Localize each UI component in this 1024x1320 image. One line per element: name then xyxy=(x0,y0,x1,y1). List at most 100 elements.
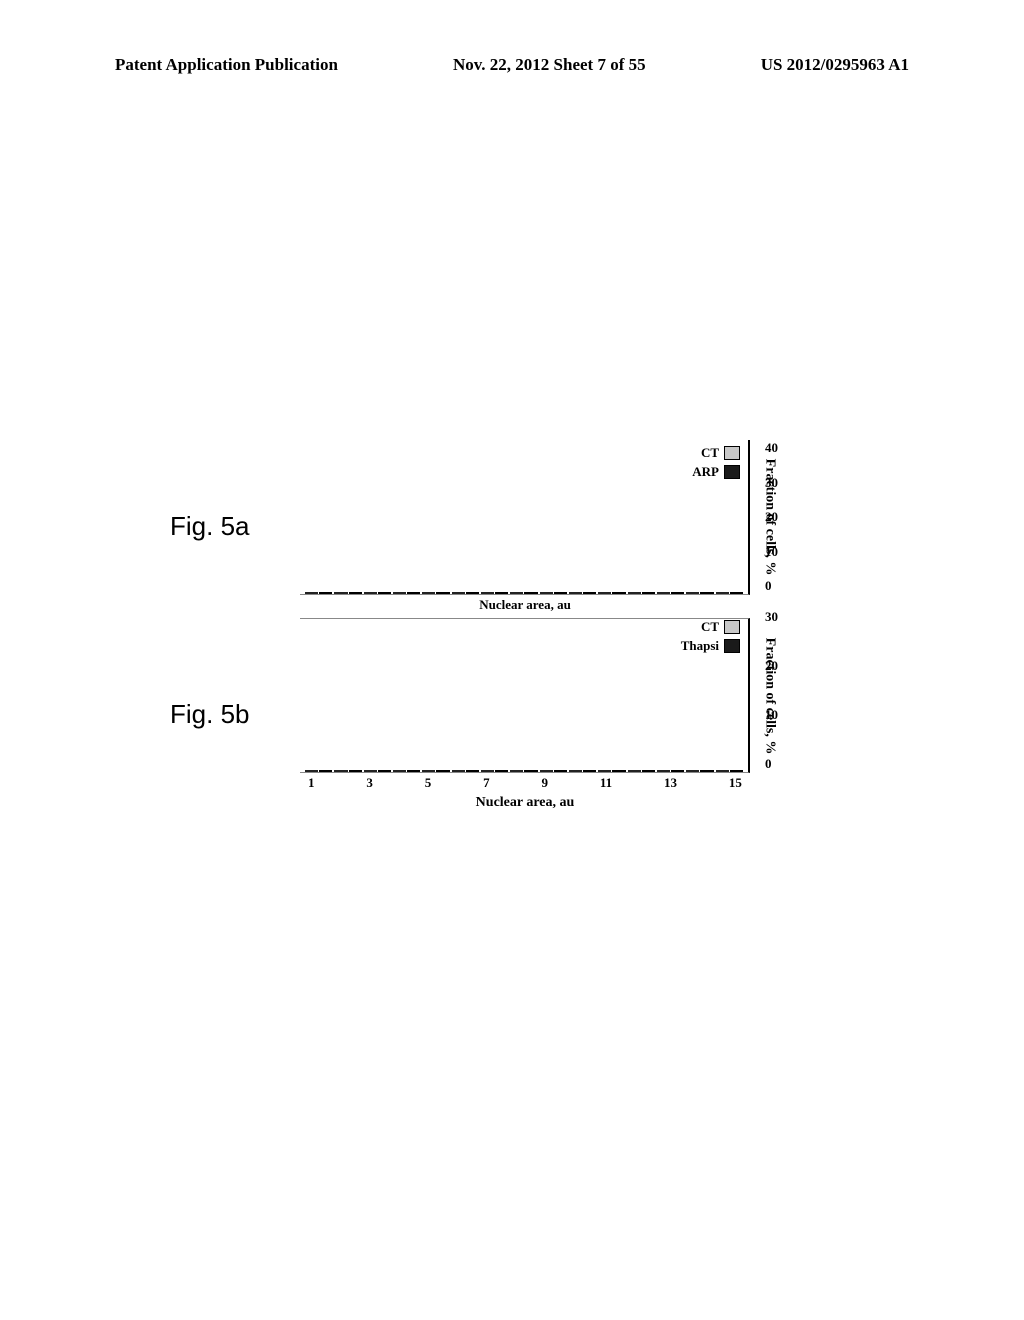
bar-thapsi xyxy=(349,770,362,772)
bar-arp xyxy=(700,592,713,594)
bar-ct xyxy=(657,770,670,772)
bar-thapsi xyxy=(554,770,567,772)
bar-arp xyxy=(524,592,537,594)
ytick: 30 xyxy=(765,609,778,625)
xtick: 1 xyxy=(308,775,315,791)
bar-pair xyxy=(334,592,361,594)
bar-thapsi xyxy=(466,770,479,772)
bar-arp xyxy=(642,592,655,594)
bar-arp xyxy=(319,592,332,594)
bar-pair xyxy=(657,770,684,772)
bar-pair xyxy=(364,770,391,772)
bar-pair xyxy=(628,770,655,772)
bar-thapsi xyxy=(524,770,537,772)
bar-ct xyxy=(393,770,406,772)
figure-5a-label: Fig. 5a xyxy=(170,511,300,542)
bar-thapsi xyxy=(407,770,420,772)
chart-5b-ylabel: Fraction of cells, % xyxy=(762,637,778,754)
bar-ct xyxy=(628,592,641,594)
bar-ct xyxy=(598,770,611,772)
bar-ct xyxy=(422,592,435,594)
header-pub-number: US 2012/0295963 A1 xyxy=(761,55,909,75)
chart-5a-ylabel: Fraction of cells, % xyxy=(762,459,778,576)
bar-pair xyxy=(569,770,596,772)
ytick: 0 xyxy=(765,578,778,594)
bar-arp xyxy=(349,592,362,594)
xtick: 5 xyxy=(425,775,432,791)
bar-pair xyxy=(393,592,420,594)
bar-pair xyxy=(422,770,449,772)
bar-pair xyxy=(393,770,420,772)
bar-pair xyxy=(540,770,567,772)
bar-ct xyxy=(305,592,318,594)
bar-arp xyxy=(378,592,391,594)
page-header: Patent Application Publication Nov. 22, … xyxy=(0,55,1024,75)
bar-thapsi xyxy=(671,770,684,772)
bar-pair xyxy=(716,770,743,772)
bar-ct xyxy=(510,770,523,772)
bar-thapsi xyxy=(495,770,508,772)
bar-arp xyxy=(407,592,420,594)
chart-5a-plot: CT ARP 40 30 20 10 0 Fraction of cells, … xyxy=(300,440,750,595)
bar-pair xyxy=(510,592,537,594)
bar-pair xyxy=(452,592,479,594)
bar-ct xyxy=(598,592,611,594)
bar-pair xyxy=(716,592,743,594)
bar-thapsi xyxy=(436,770,449,772)
bar-ct xyxy=(422,770,435,772)
ytick: 40 xyxy=(765,440,778,456)
bar-pair xyxy=(569,592,596,594)
bar-ct xyxy=(540,592,553,594)
bar-arp xyxy=(436,592,449,594)
bar-ct xyxy=(481,592,494,594)
bar-ct xyxy=(481,770,494,772)
bar-arp xyxy=(612,592,625,594)
bar-ct xyxy=(569,592,582,594)
bar-ct xyxy=(305,770,318,772)
bar-pair xyxy=(686,592,713,594)
chart-5a-bars xyxy=(300,440,748,594)
chart-5b: CT Thapsi 30 20 10 0 Fraction of cells, … xyxy=(300,618,750,811)
bar-pair xyxy=(510,770,537,772)
bar-thapsi xyxy=(730,770,743,772)
chart-5a-xlabel: Nuclear area, au xyxy=(300,597,750,613)
chart-5b-bars xyxy=(300,619,748,772)
bar-ct xyxy=(686,592,699,594)
bar-thapsi xyxy=(612,770,625,772)
figure-5b-row: Fig. 5b CT Thapsi 30 20 10 xyxy=(170,618,890,811)
xtick: 13 xyxy=(664,775,677,791)
figure-5b-label: Fig. 5b xyxy=(170,699,300,730)
bar-pair xyxy=(334,770,361,772)
bar-ct xyxy=(452,770,465,772)
bar-pair xyxy=(452,770,479,772)
bar-thapsi xyxy=(700,770,713,772)
bar-pair xyxy=(364,592,391,594)
figure-5a-row: Fig. 5a CT ARP 40 30 20 10 xyxy=(170,440,890,613)
header-pub-type: Patent Application Publication xyxy=(115,55,338,75)
bar-thapsi xyxy=(378,770,391,772)
bar-ct xyxy=(510,592,523,594)
bar-thapsi xyxy=(319,770,332,772)
xtick: 11 xyxy=(600,775,612,791)
bar-arp xyxy=(730,592,743,594)
bar-ct xyxy=(628,770,641,772)
bar-pair xyxy=(481,770,508,772)
chart-5b-xlabel: Nuclear area, au xyxy=(300,795,750,811)
bar-thapsi xyxy=(642,770,655,772)
bar-ct xyxy=(364,592,377,594)
bar-pair xyxy=(598,770,625,772)
ytick: 0 xyxy=(765,756,778,772)
header-date-sheet: Nov. 22, 2012 Sheet 7 of 55 xyxy=(453,55,646,75)
bar-pair xyxy=(686,770,713,772)
xtick: 7 xyxy=(483,775,490,791)
bar-pair xyxy=(657,592,684,594)
bar-ct xyxy=(334,592,347,594)
bar-ct xyxy=(393,592,406,594)
bar-pair xyxy=(422,592,449,594)
bar-pair xyxy=(540,592,567,594)
bar-ct xyxy=(569,770,582,772)
bar-pair xyxy=(305,770,332,772)
bar-arp xyxy=(671,592,684,594)
bar-arp xyxy=(466,592,479,594)
chart-5a: CT ARP 40 30 20 10 0 Fraction of cells, … xyxy=(300,440,750,613)
